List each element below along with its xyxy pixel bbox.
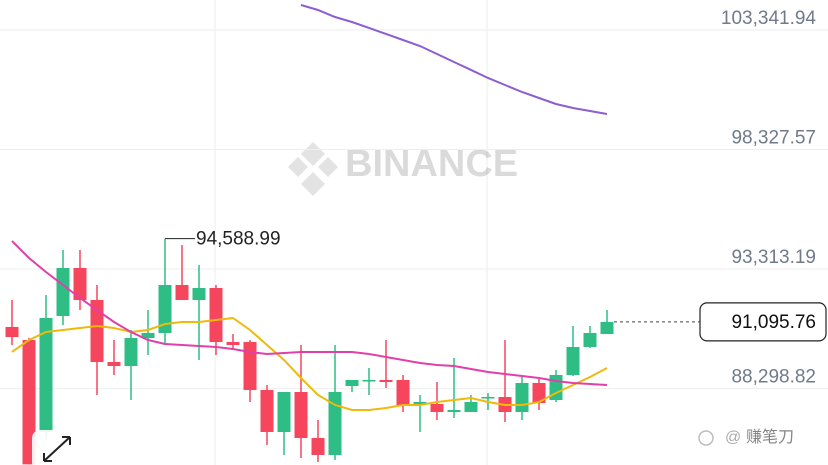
expand-icon: [32, 430, 78, 465]
candle-body: [566, 346, 580, 375]
candle-body: [396, 379, 410, 407]
candle-body: [175, 285, 189, 300]
candle-body: [328, 391, 342, 455]
y-tick-label: 103,341.94: [721, 8, 817, 29]
candle-body: [192, 288, 206, 300]
candle-body: [515, 382, 529, 412]
candle-body: [294, 391, 308, 438]
ma-line: [300, 4, 608, 115]
high-marker-label: 94,588.99: [196, 229, 281, 250]
ma-line: [11, 316, 608, 412]
candle-body: [5, 326, 19, 338]
candle-body: [600, 321, 614, 334]
candle-body: [532, 382, 546, 403]
candle-body: [73, 268, 87, 300]
candle-body: [141, 332, 155, 338]
candle-body: [90, 299, 104, 362]
watermark-logo: [288, 142, 338, 196]
candle-body: [345, 379, 359, 387]
candle-body: [447, 410, 461, 412]
candle-body: [226, 341, 240, 346]
candle-body: [107, 361, 121, 367]
candle-body: [583, 332, 597, 347]
plot: 103,341.94 98,327.57 93,313.19 88,298.82 94,…: [0, 4, 828, 465]
last-price-label: 91,095.76: [731, 312, 816, 333]
candle-body: [413, 401, 427, 406]
candle-body: [430, 403, 444, 412]
candle-body: [481, 396, 495, 399]
y-tick-label: 88,298.82: [731, 367, 816, 388]
candle-body: [362, 379, 376, 382]
y-tick-label: 98,327.57: [731, 128, 816, 149]
svg-text:@: @: [725, 429, 741, 446]
candle-body: [277, 391, 291, 432]
candle-body: [209, 288, 223, 342]
y-tick-label: 93,313.19: [731, 247, 816, 268]
candle-body: [464, 401, 478, 412]
candle-body: [39, 317, 53, 432]
candle-body: [311, 437, 325, 455]
source-mark-text: 赚笔刀: [746, 428, 794, 446]
source-mark: @: [698, 429, 741, 446]
candle-body: [56, 268, 70, 316]
candle-body: [260, 389, 274, 432]
candle-body: [379, 379, 393, 382]
candle-body: [124, 337, 138, 367]
candle-body: [158, 285, 172, 333]
watermark: BINANCE: [345, 143, 518, 185]
ma-line: [11, 240, 608, 386]
last-price-box: [699, 302, 827, 342]
candle-body: [22, 339, 36, 465]
candle-body: [243, 341, 257, 390]
